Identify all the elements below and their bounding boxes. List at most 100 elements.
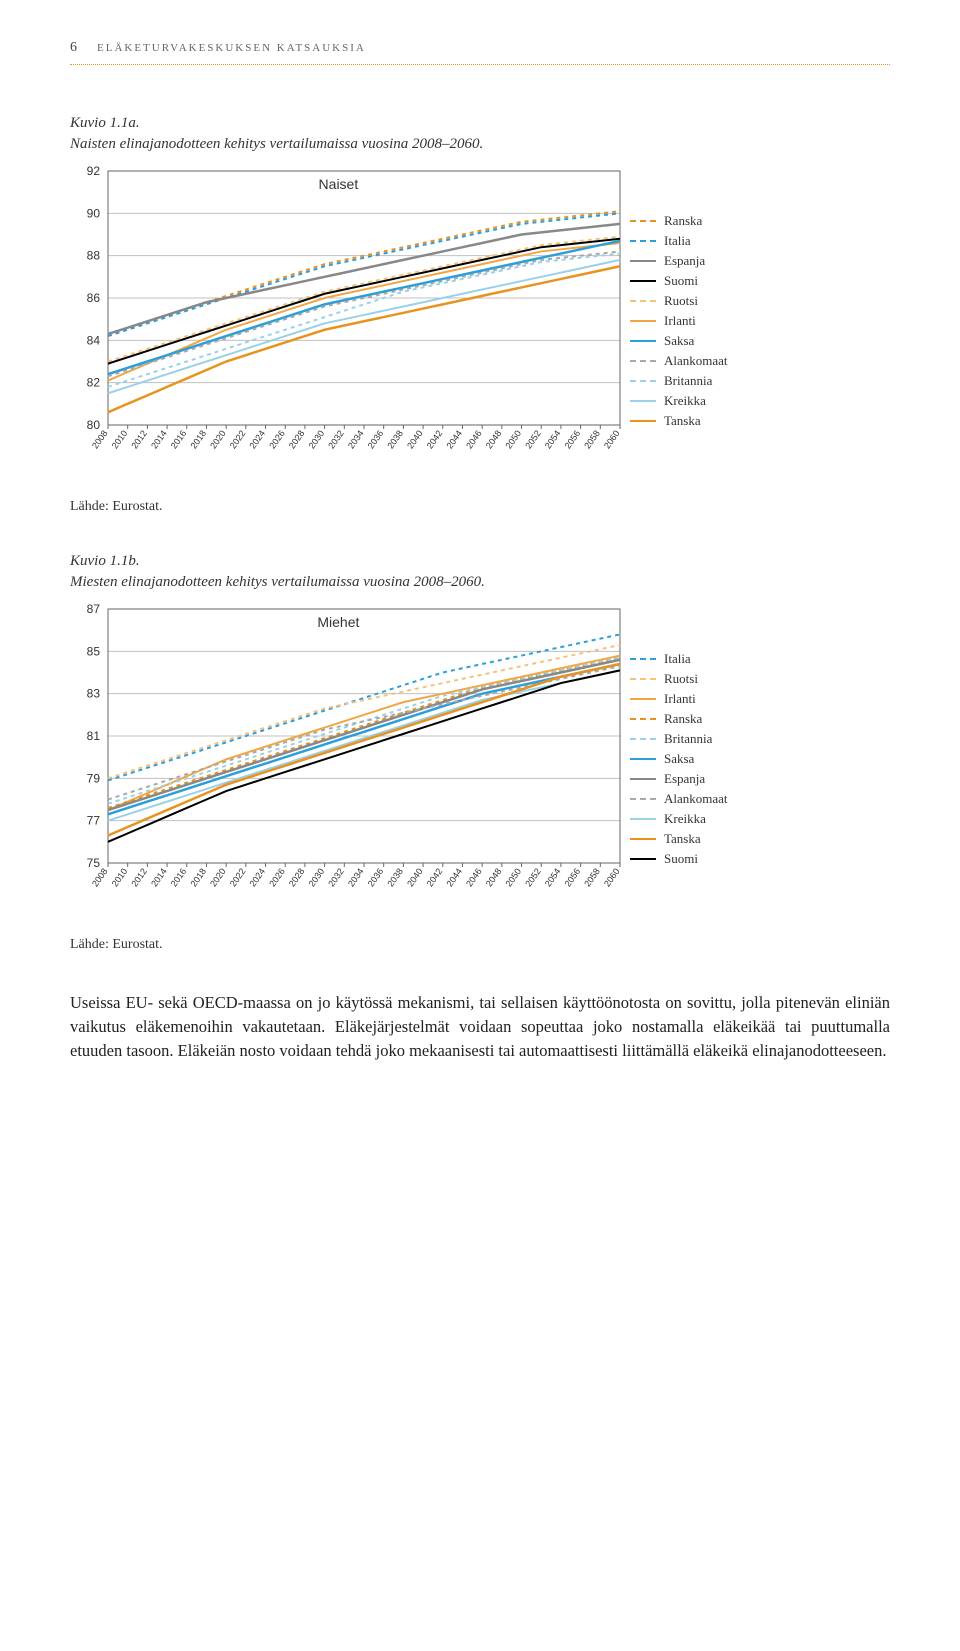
svg-text:2032: 2032 [326,428,346,450]
svg-text:77: 77 [87,814,101,828]
legend-item: Italia [630,651,830,667]
svg-text:79: 79 [87,771,101,785]
svg-text:84: 84 [87,333,101,347]
legend-swatch [630,420,656,422]
svg-text:2050: 2050 [503,866,523,888]
svg-text:Miehet: Miehet [317,614,359,630]
legend-label: Saksa [664,751,694,767]
legend-item: Britannia [630,373,830,389]
svg-text:2022: 2022 [228,866,248,888]
svg-text:2016: 2016 [169,428,189,450]
legend-swatch [630,360,656,362]
svg-text:2028: 2028 [287,866,307,888]
legend-label: Italia [664,651,691,667]
figure-b-caption-sub: Miesten elinajanodotteen kehitys vertail… [70,574,890,591]
legend-label: Kreikka [664,393,706,409]
svg-text:2050: 2050 [503,428,523,450]
svg-text:85: 85 [87,644,101,658]
legend-item: Alankomaat [630,353,830,369]
svg-text:2052: 2052 [523,866,543,888]
legend-swatch [630,718,656,720]
svg-text:2040: 2040 [405,866,425,888]
svg-text:2044: 2044 [444,866,464,888]
svg-text:2012: 2012 [129,866,149,888]
svg-text:2052: 2052 [523,428,543,450]
svg-text:88: 88 [87,249,101,263]
svg-text:2026: 2026 [267,428,287,450]
svg-text:2014: 2014 [149,866,169,888]
legend-swatch [630,798,656,800]
svg-text:2020: 2020 [208,866,228,888]
svg-text:82: 82 [87,376,101,390]
svg-text:2036: 2036 [366,866,386,888]
page-header: 6 ELÄKETURVAKESKUKSEN KATSAUKSIA [70,40,890,56]
legend-item: Italia [630,233,830,249]
legend-label: Ranska [664,213,702,229]
svg-text:2032: 2032 [326,866,346,888]
svg-text:2018: 2018 [188,866,208,888]
legend-label: Saksa [664,333,694,349]
svg-text:87: 87 [87,602,101,616]
svg-text:2054: 2054 [543,428,563,450]
svg-text:2012: 2012 [129,428,149,450]
svg-text:2030: 2030 [307,428,327,450]
figure-b-legend: ItaliaRuotsiIrlantiRanskaBritanniaSaksaE… [630,599,830,919]
svg-text:2038: 2038 [385,428,405,450]
svg-text:2042: 2042 [425,428,445,450]
svg-text:81: 81 [87,729,101,743]
svg-text:2046: 2046 [464,866,484,888]
legend-swatch [630,380,656,382]
svg-text:2020: 2020 [208,428,228,450]
svg-text:2024: 2024 [247,866,267,888]
svg-text:80: 80 [87,418,101,432]
svg-text:2022: 2022 [228,428,248,450]
legend-item: Espanja [630,771,830,787]
legend-label: Alankomaat [664,353,728,369]
legend-swatch [630,838,656,840]
legend-item: Kreikka [630,393,830,409]
svg-text:2014: 2014 [149,428,169,450]
figure-a-caption-title: Kuvio 1.1a. [70,115,890,132]
page-number: 6 [70,40,77,56]
legend-item: Alankomaat [630,791,830,807]
legend-item: Saksa [630,751,830,767]
legend-swatch [630,738,656,740]
legend-label: Suomi [664,273,698,289]
legend-label: Suomi [664,851,698,867]
svg-text:2048: 2048 [484,428,504,450]
legend-label: Britannia [664,731,712,747]
legend-swatch [630,778,656,780]
legend-label: Espanja [664,771,705,787]
legend-label: Ruotsi [664,293,698,309]
legend-swatch [630,858,656,860]
svg-text:2060: 2060 [602,866,622,888]
legend-label: Ruotsi [664,671,698,687]
body-paragraph: Useissa EU- sekä OECD-maassa on jo käytö… [70,991,890,1063]
running-title: ELÄKETURVAKESKUKSEN KATSAUKSIA [97,42,366,54]
legend-swatch [630,320,656,322]
figure-b-chart: 75777981838587Miehet20082010201220142016… [70,599,630,919]
svg-text:2016: 2016 [169,866,189,888]
legend-label: Britannia [664,373,712,389]
legend-item: Tanska [630,831,830,847]
legend-item: Saksa [630,333,830,349]
legend-label: Espanja [664,253,705,269]
legend-swatch [630,220,656,222]
legend-item: Tanska [630,413,830,429]
svg-text:2042: 2042 [425,866,445,888]
svg-text:2060: 2060 [602,428,622,450]
legend-label: Kreikka [664,811,706,827]
svg-text:2010: 2010 [110,866,130,888]
svg-text:86: 86 [87,291,101,305]
svg-text:2056: 2056 [563,428,583,450]
legend-item: Britannia [630,731,830,747]
legend-label: Ranska [664,711,702,727]
figure-a-legend: RanskaItaliaEspanjaSuomiRuotsiIrlantiSak… [630,161,830,481]
legend-item: Ruotsi [630,293,830,309]
legend-swatch [630,818,656,820]
legend-label: Italia [664,233,691,249]
legend-label: Alankomaat [664,791,728,807]
legend-item: Ruotsi [630,671,830,687]
svg-text:2024: 2024 [247,428,267,450]
legend-label: Tanska [664,413,701,429]
